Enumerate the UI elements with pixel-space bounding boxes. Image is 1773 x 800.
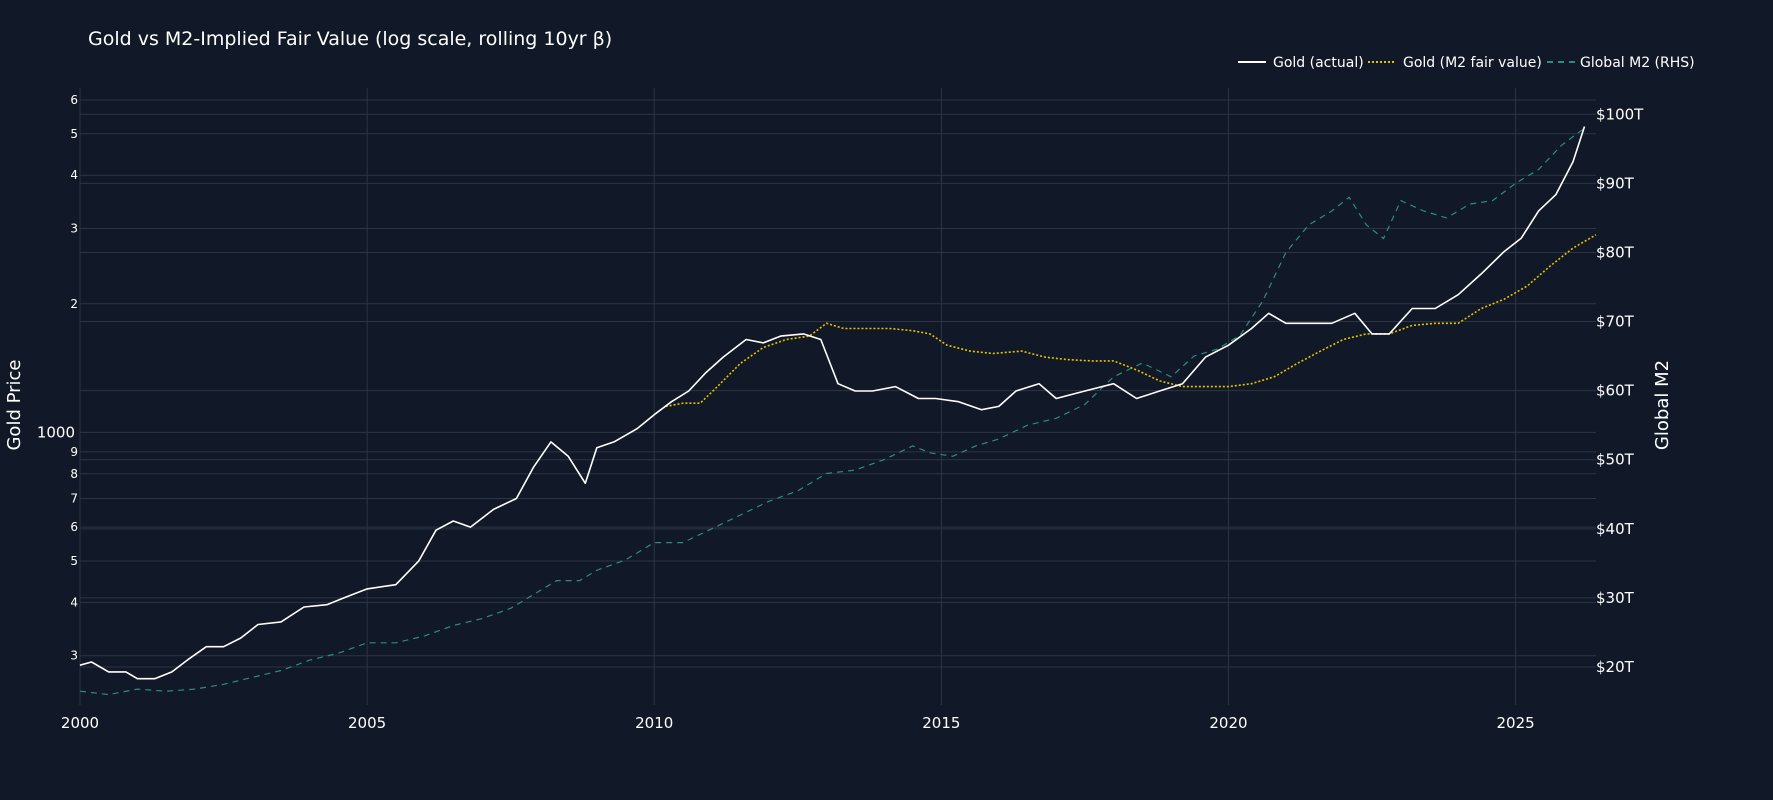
- y2-tick-label: $30T: [1596, 589, 1635, 607]
- series-line-gold-actual: [79, 126, 1586, 680]
- chart-title: Gold vs M2-Implied Fair Value (log scale…: [88, 28, 612, 50]
- y2-axis-title: Global M2: [1652, 360, 1673, 450]
- y-tick-label: 1000: [37, 423, 75, 441]
- series-line-global-m2-rhs: [79, 127, 1585, 696]
- y2-tick-label: $20T: [1596, 658, 1635, 676]
- y-axis-title: Gold Price: [4, 359, 25, 450]
- y2-tick-label: $80T: [1596, 243, 1635, 261]
- x-tick-label: 2020: [1209, 714, 1247, 732]
- axis-layer: 2000 2005 2010 2015 2020 2025 3 4 5 6 7 8 9 1000 2 3 4 5 6…: [37, 93, 1644, 732]
- y-tick-label: 4: [70, 168, 78, 182]
- x-tick-label: 2010: [635, 714, 673, 732]
- legend-label: Gold (actual): [1273, 55, 1364, 71]
- y2-tick-label: $100T: [1596, 105, 1644, 123]
- legend-label: Global M2 (RHS): [1580, 55, 1695, 71]
- y-tick-label: 6: [70, 93, 78, 107]
- y-tick-label: 7: [70, 492, 78, 506]
- y-tick-label: 9: [70, 445, 78, 459]
- grid: [79, 88, 1596, 705]
- y-tick-label: 5: [70, 554, 78, 568]
- series-line-gold-m2-fair-value: [665, 234, 1597, 408]
- x-tick-label: 2000: [61, 714, 99, 732]
- y-tick-label: 2: [70, 297, 78, 311]
- y2-tick-label: $90T: [1596, 174, 1635, 192]
- y2-tick-label: $50T: [1596, 451, 1635, 469]
- x-tick-label: 2025: [1497, 714, 1535, 732]
- x-tick-label: 2005: [348, 714, 386, 732]
- y-tick-label: 8: [70, 467, 78, 481]
- y2-tick-label: $60T: [1596, 382, 1635, 400]
- y-tick-label: 5: [70, 127, 78, 141]
- y-tick-label: 3: [70, 649, 78, 663]
- y-tick-label: 6: [70, 520, 78, 534]
- y2-tick-label: $40T: [1596, 520, 1635, 538]
- y-tick-label: 3: [70, 222, 78, 236]
- legend-label: Gold (M2 fair value): [1403, 55, 1542, 71]
- y-tick-label: 4: [70, 595, 78, 609]
- x-tick-label: 2015: [922, 714, 960, 732]
- y2-tick-label: $70T: [1596, 313, 1635, 331]
- legend: Gold (actual) Gold (M2 fair value) Global …: [1238, 55, 1695, 71]
- series-layer: [79, 126, 1597, 696]
